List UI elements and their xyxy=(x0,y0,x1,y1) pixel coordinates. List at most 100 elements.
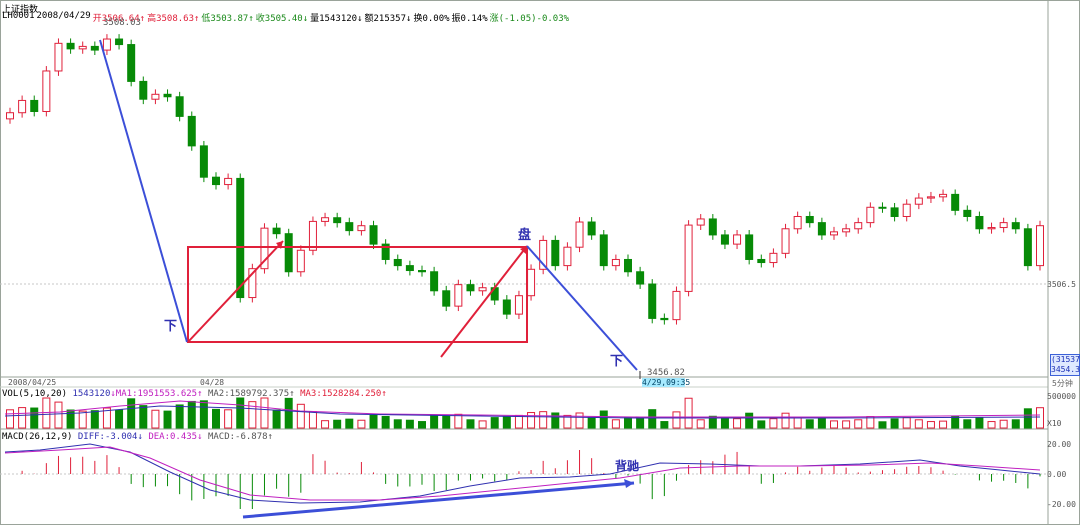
volume-bar xyxy=(1023,408,1032,429)
candle-body xyxy=(66,42,75,50)
up-arrow-2-head xyxy=(520,246,527,254)
candle-body xyxy=(151,93,160,100)
candle-body xyxy=(224,177,233,186)
candle-body xyxy=(551,239,560,267)
vol-ma1: ↓MA1:1951553.625↑ xyxy=(110,389,203,399)
volume-bar xyxy=(902,417,911,429)
up-arrow-2 xyxy=(440,245,528,358)
volume-bar xyxy=(684,397,693,429)
high-price-label: 3508.03 xyxy=(103,18,141,28)
volume-bar xyxy=(321,420,330,429)
time-label-1: 2008/04/25 xyxy=(8,378,57,387)
volume-bar xyxy=(587,416,596,429)
volume-bar xyxy=(430,414,439,429)
candle-body xyxy=(187,115,196,147)
annotation-divergence: 背驰 xyxy=(615,459,640,473)
volume-bar xyxy=(248,401,257,429)
candle-body xyxy=(1011,222,1020,230)
volume-bar xyxy=(878,421,887,429)
candle-body xyxy=(175,96,184,117)
volume-bar xyxy=(672,411,681,429)
macd-panel-title: MACD(26,12,9) DIFF:-3.004↓ DEA:0.435↓ MA… xyxy=(2,432,273,442)
candle-body xyxy=(212,176,220,186)
volume-bar xyxy=(539,411,548,429)
volume-bar xyxy=(127,398,136,429)
candle-body xyxy=(999,222,1008,229)
macd-diff: DIFF:-3.004↓ xyxy=(77,432,143,442)
volume-bar xyxy=(54,401,63,429)
volume-bar xyxy=(30,407,39,429)
volume-bars-group xyxy=(6,397,1044,429)
candle-body xyxy=(914,197,923,205)
candle-body xyxy=(1036,225,1044,267)
volume-bar xyxy=(1011,419,1020,429)
candle-body xyxy=(357,225,366,232)
volume-bar xyxy=(175,404,184,429)
volume-bar xyxy=(333,419,342,429)
volume-bar xyxy=(90,410,99,429)
candle-body xyxy=(502,299,511,315)
volume-bar xyxy=(478,420,487,429)
candle-body xyxy=(78,45,87,50)
volume-bar xyxy=(696,419,705,429)
candle-body xyxy=(830,231,838,236)
volume-bar xyxy=(272,409,281,429)
quote-open: 开3506.64↑ xyxy=(92,14,146,24)
candle-body xyxy=(393,258,402,267)
volume-bar xyxy=(636,417,645,429)
candle-body xyxy=(793,215,802,230)
divergence-arrow xyxy=(242,481,635,519)
candles-group xyxy=(6,34,1044,325)
candle-body xyxy=(527,268,536,297)
volume-bar xyxy=(830,420,838,429)
volume-bar xyxy=(720,418,729,429)
candle-body xyxy=(442,290,451,307)
volume-bar xyxy=(296,403,305,429)
candle-body xyxy=(733,234,742,245)
candle-body xyxy=(260,227,269,270)
candle-body xyxy=(466,284,475,292)
volume-bar xyxy=(963,419,972,429)
volume-bar xyxy=(769,418,778,429)
annotation-down-1: 下 xyxy=(164,319,178,334)
volume-bar xyxy=(357,419,366,429)
quote-change: 涨(-1.05)-0.03% xyxy=(489,14,570,24)
volume-bar xyxy=(599,410,608,429)
volume-bar xyxy=(405,419,414,429)
volume-bar xyxy=(890,418,899,429)
volume-bar xyxy=(926,421,935,429)
candle-body xyxy=(381,243,390,260)
volume-bar xyxy=(733,418,742,429)
candle-body xyxy=(963,209,972,217)
volume-bar xyxy=(199,400,208,429)
volume-bar xyxy=(466,419,475,429)
macd-dea: DEA:0.435↓ xyxy=(148,432,203,442)
candle-body xyxy=(757,258,766,264)
volume-bar xyxy=(187,400,196,429)
volume-bar xyxy=(914,419,923,429)
candle-body xyxy=(842,228,851,233)
volume-bar xyxy=(624,417,632,429)
candle-body xyxy=(866,206,875,224)
candle-body xyxy=(660,317,669,321)
macd-title: MACD(26,12,9) xyxy=(2,432,73,442)
quote-low: 低3503.87↑ xyxy=(201,14,254,24)
volume-bar xyxy=(842,420,851,429)
candle-body xyxy=(163,93,172,98)
volume-bar xyxy=(151,409,160,429)
candle-body xyxy=(248,268,257,299)
vol-ma2: MA2:1589792.375↑ xyxy=(207,389,295,399)
volume-bar xyxy=(369,414,378,429)
candle-body xyxy=(939,193,948,198)
volume-bar xyxy=(611,419,620,429)
vol-y-label: 500000 xyxy=(1047,392,1076,401)
volume-bar xyxy=(817,417,826,429)
quote-bar: LH0001 2008/04/29 开3506.64↑ 高3508.63↑ 低3… xyxy=(2,11,569,24)
vol-title: VOL(5,10,20) xyxy=(2,389,68,399)
candle-body xyxy=(951,193,960,211)
volume-bar xyxy=(793,417,802,429)
bar-period-label[interactable]: 5分钟 xyxy=(1052,379,1073,388)
volume-bar xyxy=(490,417,499,429)
candle-body xyxy=(769,252,778,264)
